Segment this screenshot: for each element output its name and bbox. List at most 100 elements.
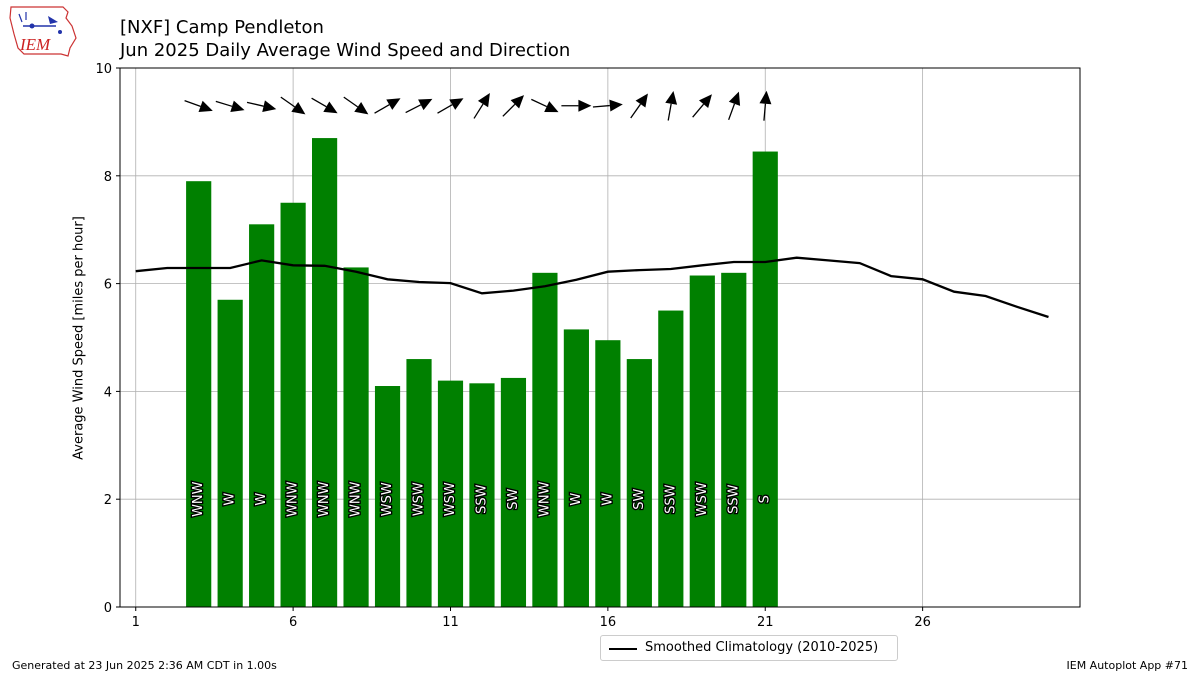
direction-label-day-9: WSW [380,482,395,516]
y-axis-label: Average Wind Speed [miles per hour] [71,216,87,460]
arrow-head [698,94,712,109]
wind-arrow-day-16 [592,99,623,112]
wind-arrow-day-11 [437,98,464,114]
direction-label-day-6: WNW [286,481,301,517]
bar-day-10 [406,359,432,607]
arrow-head [609,99,623,112]
arrow-shaft [473,103,484,119]
bar-day-15 [563,329,589,607]
arrow-shaft [246,101,264,107]
wind-arrows-group [184,90,772,121]
wind-arrow-day-17 [630,93,648,119]
direction-label-day-13: SW [506,489,521,510]
bar-day-3 [186,181,212,607]
arrow-head [635,93,648,108]
direction-label-day-7: WNW [317,481,332,517]
bar-day-20 [721,272,747,607]
direction-label-day-12: SSW [474,484,489,514]
x-tick-label: 1 [132,615,140,630]
iem-logo: IEM [9,6,77,57]
arrow-shaft [374,104,390,114]
direction-label-day-10: WSW [412,482,427,516]
arrow-head [262,100,277,113]
direction-label-day-4: W [223,493,238,506]
x-tick-label: 26 [914,615,931,630]
direction-label-day-8: WNW [349,481,364,517]
direction-label-day-21: S [758,495,773,503]
arrow-shaft [405,104,422,114]
arrow-shaft [215,100,233,107]
wind-arrow-day-8 [343,96,369,115]
arrow-head [544,101,559,113]
bar-day-18 [658,310,684,607]
direction-label-day-15: W [569,493,584,506]
arrow-shaft [502,103,516,117]
wind-arrow-day-10 [405,98,433,114]
direction-label-day-5: W [254,493,269,506]
bar-day-6 [280,202,306,607]
arrow-shaft [592,104,610,108]
arrow-head [291,101,306,115]
y-tick-label: 4 [104,385,112,400]
bar-day-17 [626,359,652,607]
bar-day-19 [689,275,715,607]
x-tick-label: 6 [289,615,297,630]
bar-day-8 [343,267,369,607]
arrow-head [323,101,338,114]
arrow-head [510,95,525,109]
bar-day-12 [469,383,495,607]
arrow-head [728,91,741,106]
direction-label-day-20: SSW [726,484,741,514]
arrow-shaft [311,97,327,108]
bars-group [186,138,778,608]
bar-day-11 [437,380,464,607]
direction-label-day-3: WNW [191,481,206,517]
climatology-line [135,256,1049,319]
arrow-shaft [184,99,201,108]
arrow-shaft [692,103,705,118]
arrow-head [418,98,433,111]
bar-day-7 [312,138,338,607]
wind-arrow-day-6 [280,96,306,115]
y-tick-label: 8 [104,170,112,185]
chart-title-description: Jun 2025 Daily Average Wind Speed and Di… [120,40,571,61]
arrow-head [230,100,245,113]
direction-label-day-14: WNW [537,481,552,517]
direction-label-day-11: WSW [443,482,458,516]
wind-arrow-day-18 [665,90,678,121]
wind-arrow-day-7 [311,97,338,114]
arrow-head [449,98,464,110]
arrow-head [386,98,401,110]
wind-arrow-day-3 [184,99,213,113]
arrow-shaft [437,104,453,114]
bar-day-4 [217,299,243,607]
wind-arrow-day-20 [728,91,741,121]
y-axis-ticks: 0 2 4 6 8 10 [95,62,120,616]
x-tick-label: 11 [442,615,459,630]
legend: Smoothed Climatology (2010-2025) [600,635,898,661]
direction-labels-group: WNW W W WNW WNW WNW WSW WSW WSW SSW SW WNW W W SW SSW WS… [190,480,774,518]
arrow-head [759,90,772,105]
arrow-shaft [630,103,642,119]
direction-label-day-19: WSW [695,482,710,516]
arrow-head [198,100,213,113]
x-tick-label: 21 [757,615,774,630]
bar-day-9 [374,386,401,607]
arrow-shaft [667,103,672,121]
x-tick-label: 16 [600,615,617,630]
wind-arrow-day-14 [531,98,559,113]
generated-timestamp: Generated at 23 Jun 2025 2:36 AM CDT in … [12,659,277,672]
logo-text: IEM [19,35,51,54]
wind-arrow-day-12 [473,93,490,119]
wind-arrow-day-21 [759,90,772,121]
x-axis-ticks: 1 6 11 16 21 26 [132,607,931,630]
bar-day-13 [500,377,527,607]
arrow-shaft [343,96,359,108]
y-tick-label: 6 [104,278,112,293]
legend-label: Smoothed Climatology (2010-2025) [645,640,879,655]
bar-day-16 [595,340,621,607]
y-tick-label: 10 [95,62,112,77]
legend-line-swatch [609,648,637,650]
y-tick-label: 0 [104,601,112,616]
